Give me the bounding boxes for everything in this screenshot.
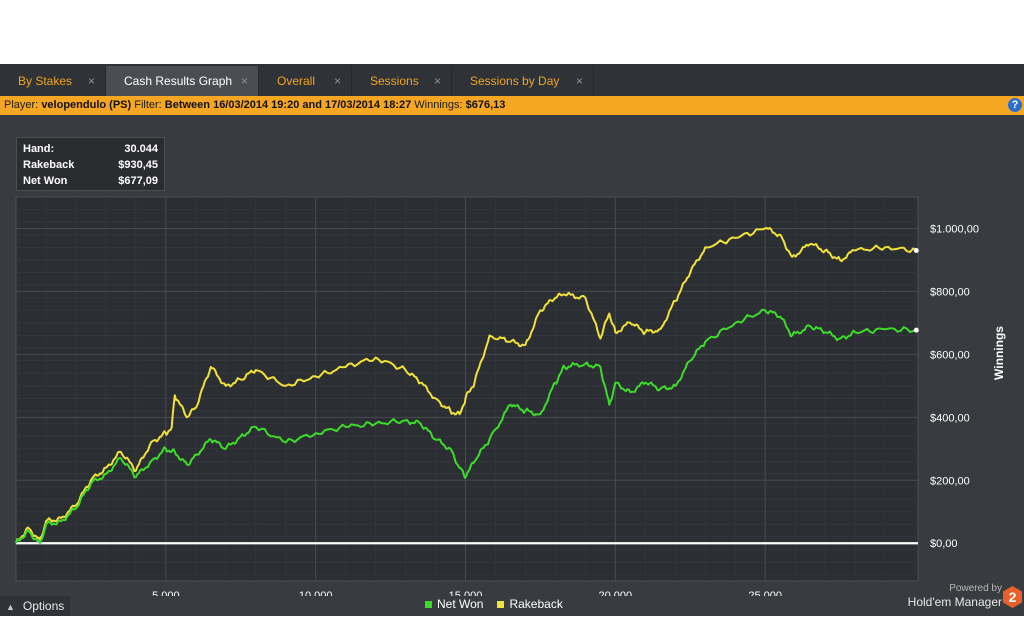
brand: Powered by Hold'em Manager 2 (907, 583, 1022, 609)
tooltip-label: Rakeback (23, 159, 75, 171)
tooltip-value: $930,45 (118, 159, 158, 171)
legend-swatch (425, 600, 432, 608)
hm2-logo-icon: 2 (1003, 586, 1022, 608)
x-tick-label: 20.000 (599, 590, 633, 596)
tab-sessions[interactable]: Sessions × (352, 66, 452, 96)
tooltip-value: $677,09 (118, 175, 158, 187)
tooltip-row-net-won: Net Won $677,09 (23, 173, 158, 189)
y-tick-label: $1.000,00 (930, 223, 979, 235)
tab-overall[interactable]: Overall × (259, 66, 352, 96)
filter-label: Filter: (134, 99, 162, 111)
series-endpoint-net-won (913, 327, 919, 333)
series-line-rakeback (15, 226, 917, 544)
tab-bar: By Stakes × Cash Results Graph × Overall… (0, 64, 1024, 96)
y-tick-label: $200,00 (930, 475, 970, 487)
legend-item-rakeback[interactable]: Rakeback (497, 596, 563, 612)
tab-label: By Stakes (18, 74, 73, 88)
options-label: Options (22, 599, 65, 613)
y-tick-label: $800,00 (930, 286, 970, 298)
tooltip-row-rakeback: Rakeback $930,45 (23, 157, 158, 173)
x-tick-label: 25.000 (748, 590, 782, 596)
legend-swatch (497, 600, 505, 608)
winnings-value: $676,13 (465, 99, 506, 111)
app-window: By Stakes × Cash Results Graph × Overall… (0, 64, 1024, 616)
powered-by-text: Powered by (949, 583, 1002, 594)
chart-legend: Net Won Rakeback (425, 596, 577, 612)
player-value: velopendulo (PS) (41, 99, 132, 111)
tab-label: Cash Results Graph (124, 74, 233, 88)
close-icon[interactable]: × (433, 74, 441, 88)
caret-up-icon: ▲ (6, 602, 15, 612)
x-tick-label: 15.000 (449, 590, 483, 596)
player-label: Player: (4, 99, 39, 111)
tooltip-label: Hand: (23, 143, 55, 155)
close-icon[interactable]: × (240, 74, 248, 88)
plot-area (15, 196, 919, 582)
filter-value: Between 16/03/2014 19:20 and 17/03/2014 … (164, 99, 412, 111)
close-icon[interactable]: × (87, 74, 95, 88)
tooltip-label: Net Won (23, 175, 68, 187)
y-tick-label: $600,00 (930, 349, 970, 361)
options-button[interactable]: ▲ Options (0, 596, 70, 616)
series-endpoint-rakeback (913, 248, 919, 254)
x-tick-label: 5.000 (152, 590, 180, 596)
tooltip-value: 30.044 (124, 143, 158, 155)
y-tick-label: $400,00 (930, 412, 970, 424)
legend-label: Net Won (437, 597, 484, 611)
close-icon[interactable]: × (333, 74, 341, 88)
filter-bar: Player: velopendulo (PS) Filter: Between… (0, 96, 1024, 115)
close-icon[interactable]: × (575, 74, 583, 88)
y-tick-label: $0,00 (930, 538, 958, 550)
hover-tooltip: Hand: 30.044 Rakeback $930,45 Net Won $6… (16, 137, 165, 191)
y-axis-label: Winnings (992, 326, 1006, 380)
tab-by-stakes[interactable]: By Stakes × (0, 66, 106, 96)
winnings-label: Winnings: (414, 99, 463, 111)
brand-name: Hold'em Manager (907, 595, 1002, 609)
tab-label: Overall (277, 74, 316, 88)
tab-label: Sessions by Day (470, 74, 560, 88)
tooltip-row-hand: Hand: 30.044 (23, 141, 158, 157)
tab-sessions-by-day[interactable]: Sessions by Day × (452, 66, 594, 96)
legend-label: Rakeback (509, 597, 563, 611)
cash-results-chart[interactable]: $0,00 $200,00 $400,00 $600,00 $800,00 $1.000,… (0, 115, 1024, 596)
series-line-net-won (15, 308, 917, 545)
tab-label: Sessions (370, 74, 419, 88)
help-icon[interactable]: ? (1008, 98, 1022, 112)
x-tick-label: 10.000 (299, 590, 333, 596)
legend-item-net-won[interactable]: Net Won (425, 596, 483, 612)
tab-cash-results-graph[interactable]: Cash Results Graph × (106, 66, 259, 96)
